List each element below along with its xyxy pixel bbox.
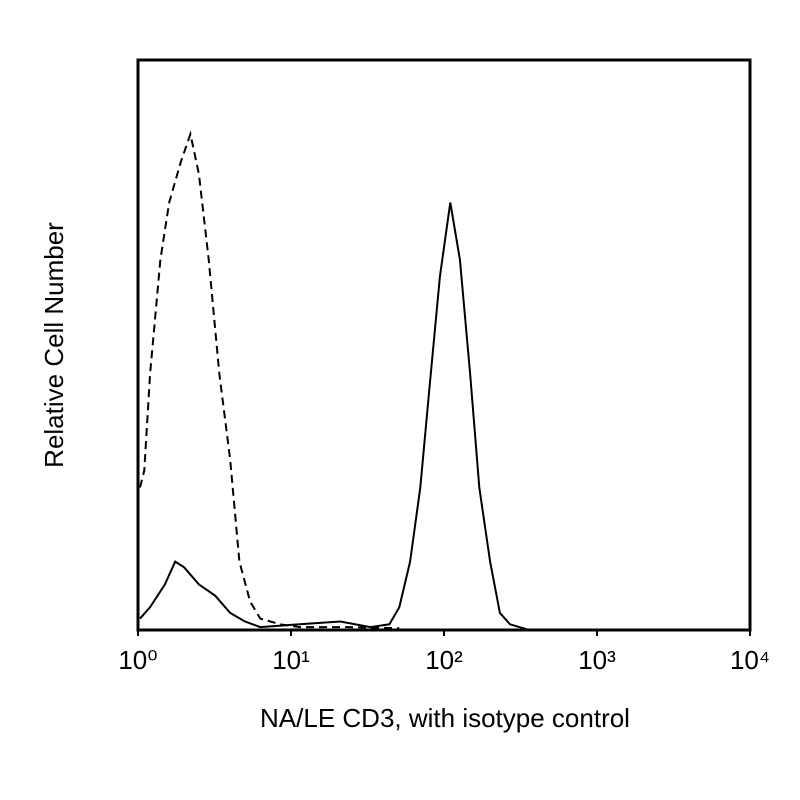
x-tick-label: 10³ [578, 645, 616, 675]
x-tick-label: 10⁴ [730, 645, 770, 675]
x-tick-label: 10¹ [272, 645, 310, 675]
x-axis-label: NA/LE CD3, with isotype control [260, 703, 630, 733]
histogram-line [139, 130, 400, 630]
y-axis-label: Relative Cell Number [39, 222, 69, 468]
x-tick-label: 10² [425, 645, 463, 675]
plot-frame [136, 58, 752, 632]
x-tick-label: 10⁰ [118, 645, 157, 675]
histogram-line [139, 202, 750, 631]
